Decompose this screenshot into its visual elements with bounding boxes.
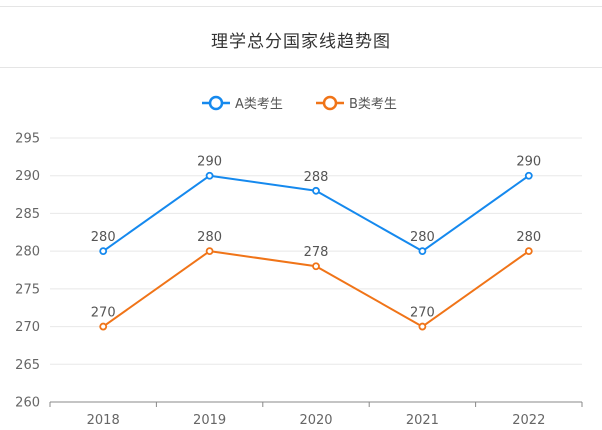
legend-marker-b xyxy=(322,95,338,111)
data-label: 288 xyxy=(304,170,329,185)
y-tick-label: 260 xyxy=(15,396,40,411)
y-axis: 260 265 270 275 280 285 290 295 xyxy=(15,132,40,411)
x-tick-label: 2018 xyxy=(87,413,120,428)
data-point xyxy=(524,247,533,256)
legend-label-a: A类考生 xyxy=(235,97,283,112)
data-point xyxy=(312,186,320,195)
data-label: 270 xyxy=(91,306,116,321)
x-tick-label: 2021 xyxy=(406,413,439,428)
data-label: 270 xyxy=(410,306,435,321)
y-tick-label: 280 xyxy=(15,245,40,260)
y-tick-label: 270 xyxy=(15,320,40,335)
x-tick-label: 2022 xyxy=(512,413,545,428)
chart-title: 理学总分国家线趋势图 xyxy=(211,32,391,52)
y-tick-label: 275 xyxy=(15,282,40,297)
grid-lines xyxy=(50,137,582,365)
legend: A类考生 B类考生 xyxy=(202,95,397,112)
y-tick-label: 265 xyxy=(15,358,40,373)
data-label: 280 xyxy=(91,230,116,245)
data-label: 280 xyxy=(410,230,435,245)
y-tick-label: 295 xyxy=(15,132,40,147)
data-label: 280 xyxy=(516,230,541,245)
x-axis: 2018 2019 2020 2021 2022 xyxy=(49,401,583,428)
legend-label-b: B类考生 xyxy=(349,97,397,112)
series-group xyxy=(99,171,533,331)
legend-marker-a xyxy=(208,95,224,111)
data-point xyxy=(524,171,533,180)
data-point xyxy=(205,171,214,180)
data-labels: 280 290 288 280 290 270 280 278 270 280 xyxy=(91,155,541,321)
data-label: 280 xyxy=(197,230,222,245)
data-label: 290 xyxy=(516,155,541,170)
data-point xyxy=(418,247,427,256)
data-label: 290 xyxy=(197,155,222,170)
x-tick-label: 2019 xyxy=(193,413,226,428)
data-point xyxy=(205,247,214,256)
data-point xyxy=(312,262,320,271)
data-label: 278 xyxy=(304,245,329,260)
data-point xyxy=(99,322,108,331)
y-tick-label: 290 xyxy=(15,169,40,184)
data-point xyxy=(99,247,108,256)
chart-header: 理学总分国家线趋势图 xyxy=(0,6,602,68)
x-tick-label: 2020 xyxy=(299,413,332,428)
data-point xyxy=(418,322,427,331)
y-tick-label: 285 xyxy=(15,207,40,222)
